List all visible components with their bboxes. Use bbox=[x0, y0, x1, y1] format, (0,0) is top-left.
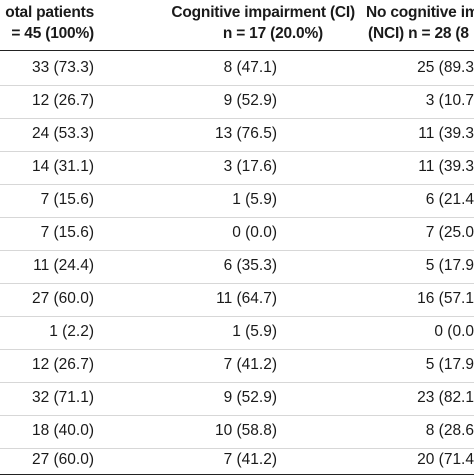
cell-nci: 8 (28.6 bbox=[425, 422, 474, 439]
table-row: 32 (71.1) 9 (52.9) 23 (82.1 bbox=[0, 382, 474, 416]
cell-nci: 11 (39.3 bbox=[418, 125, 474, 142]
cell-ci: 7 (41.2) bbox=[223, 356, 277, 373]
cell-total: 7 (15.6) bbox=[40, 191, 94, 208]
cell-nci: 6 (21.4 bbox=[425, 191, 474, 208]
cell-nci: 3 (10.7 bbox=[425, 92, 474, 109]
cell-total: 11 (24.4) bbox=[33, 257, 94, 274]
cell-total: 12 (26.7) bbox=[31, 92, 94, 109]
table-row: 24 (53.3) 13 (76.5) 11 (39.3 bbox=[0, 118, 474, 152]
cell-nci: 16 (57.1 bbox=[417, 290, 474, 307]
table-row: 11 (24.4) 6 (35.3) 5 (17.9 bbox=[0, 250, 474, 284]
cell-ci: 1 (5.9) bbox=[232, 191, 277, 208]
header-total-line1: otal patients bbox=[5, 4, 94, 21]
cell-ci: 9 (52.9) bbox=[223, 389, 277, 406]
table-row: 14 (31.1) 3 (17.6) 11 (39.3 bbox=[0, 151, 474, 185]
header-nci-line1: No cognitive imp bbox=[366, 4, 474, 21]
cell-total: 18 (40.0) bbox=[31, 422, 94, 439]
table-row: 1 (2.2) 1 (5.9) 0 (0.0 bbox=[0, 316, 474, 350]
table-row: 12 (26.7) 9 (52.9) 3 (10.7 bbox=[0, 85, 474, 119]
cell-ci: 3 (17.6) bbox=[223, 158, 277, 175]
cell-total: 27 (60.0) bbox=[31, 290, 94, 307]
header-cognitive-impairment: Cognitive impairment (CI) n = 17 (20.0%) bbox=[0, 2, 355, 44]
cell-ci: 13 (76.5) bbox=[214, 125, 277, 142]
cell-ci: 6 (35.3) bbox=[223, 257, 277, 274]
header-nci-line2: (NCI) n = 28 (8 bbox=[368, 25, 469, 42]
cell-nci: 25 (89.3 bbox=[417, 59, 474, 76]
header-no-cognitive-impairment: No cognitive imp (NCI) n = 28 (8 bbox=[366, 2, 474, 44]
header-ci-line1: Cognitive impairment (CI) bbox=[171, 4, 355, 21]
cell-nci: 23 (82.1 bbox=[417, 389, 474, 406]
cell-ci: 9 (52.9) bbox=[223, 92, 277, 109]
table-row: 27 (60.0) 7 (41.2) 20 (71.4 bbox=[0, 448, 474, 475]
cell-nci: 0 (0.0 bbox=[434, 323, 474, 340]
table-header: otal patients = 45 (100%) Cognitive impa… bbox=[0, 0, 474, 51]
cell-nci: 20 (71.4 bbox=[417, 451, 474, 468]
cell-total: 1 (2.2) bbox=[49, 323, 94, 340]
table-row: 7 (15.6) 0 (0.0) 7 (25.0 bbox=[0, 217, 474, 251]
cell-ci: 0 (0.0) bbox=[232, 224, 277, 241]
cell-total: 33 (73.3) bbox=[31, 59, 94, 76]
table-row: 12 (26.7) 7 (41.2) 5 (17.9 bbox=[0, 349, 474, 383]
table-row: 27 (60.0) 11 (64.7) 16 (57.1 bbox=[0, 283, 474, 317]
cell-total: 7 (15.6) bbox=[40, 224, 94, 241]
table-row: 7 (15.6) 1 (5.9) 6 (21.4 bbox=[0, 184, 474, 218]
cell-nci: 7 (25.0 bbox=[425, 224, 474, 241]
cell-ci: 7 (41.2) bbox=[223, 451, 277, 468]
cell-nci: 11 (39.3 bbox=[418, 158, 474, 175]
cell-ci: 11 (64.7) bbox=[216, 290, 277, 307]
cell-ci: 10 (58.8) bbox=[214, 422, 277, 439]
cell-total: 24 (53.3) bbox=[31, 125, 94, 142]
header-ci-line2: n = 17 (20.0%) bbox=[222, 25, 323, 42]
header-total-line2: = 45 (100%) bbox=[11, 25, 94, 42]
cell-nci: 5 (17.9 bbox=[425, 356, 474, 373]
cell-total: 12 (26.7) bbox=[31, 356, 94, 373]
cell-total: 14 (31.1) bbox=[31, 158, 94, 175]
cell-total: 32 (71.1) bbox=[31, 389, 94, 406]
cell-nci: 5 (17.9 bbox=[425, 257, 474, 274]
cell-total: 27 (60.0) bbox=[31, 451, 94, 468]
table-row: 18 (40.0) 10 (58.8) 8 (28.6 bbox=[0, 415, 474, 449]
table-row: 33 (73.3) 8 (47.1) 25 (89.3 bbox=[0, 52, 474, 86]
header-total-patients: otal patients = 45 (100%) bbox=[5, 2, 94, 44]
cell-ci: 1 (5.9) bbox=[232, 323, 277, 340]
cell-ci: 8 (47.1) bbox=[223, 59, 277, 76]
